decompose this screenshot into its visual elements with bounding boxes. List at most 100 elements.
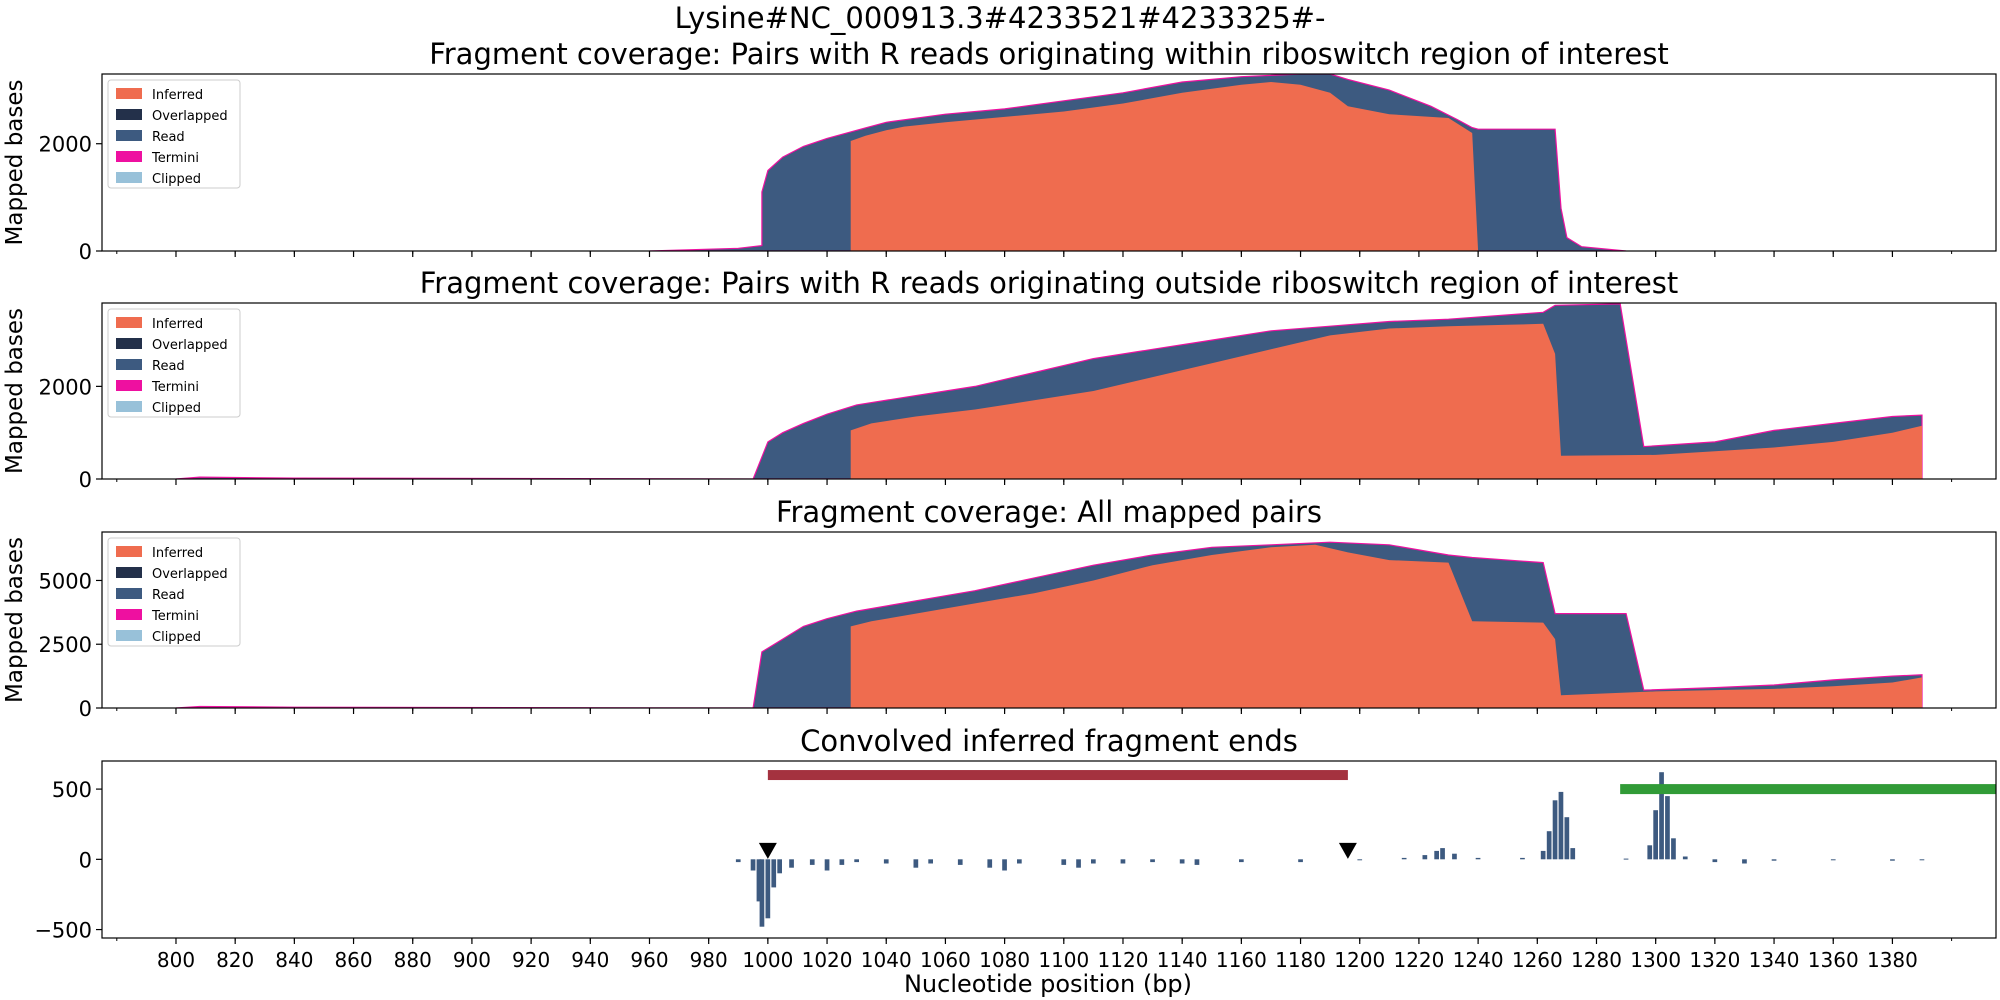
x-tick-label: 920 bbox=[512, 948, 550, 972]
bar bbox=[987, 859, 993, 868]
bar bbox=[1401, 857, 1407, 860]
legend-swatch bbox=[116, 380, 142, 391]
legend-label: Read bbox=[152, 130, 185, 145]
panel-title: Convolved inferred fragment ends bbox=[800, 724, 1298, 758]
axes-frame bbox=[101, 73, 1997, 252]
y-tick-label: 0 bbox=[79, 468, 92, 492]
region-bar-2 bbox=[1620, 784, 1996, 795]
bar bbox=[1239, 859, 1244, 863]
bar bbox=[1712, 859, 1718, 863]
y-tick-label: 0 bbox=[79, 240, 92, 264]
bar bbox=[1623, 858, 1629, 860]
x-tick-label: 1220 bbox=[1393, 948, 1444, 972]
series-inferred bbox=[850, 82, 1479, 251]
bar bbox=[1742, 859, 1747, 864]
x-tick-label: 1140 bbox=[1157, 948, 1208, 972]
panel-title: Fragment coverage: Pairs with R reads or… bbox=[429, 37, 1669, 71]
bar bbox=[913, 859, 919, 868]
y-tick-label: 5000 bbox=[39, 569, 92, 593]
x-tick-label: 1240 bbox=[1453, 948, 1504, 972]
bar bbox=[883, 859, 889, 864]
legend-swatch bbox=[116, 588, 142, 599]
y-tick-label: 0 bbox=[79, 848, 92, 872]
legend-swatch bbox=[116, 130, 142, 141]
legend-label: Clipped bbox=[152, 401, 201, 416]
bar bbox=[1452, 853, 1457, 860]
bar bbox=[1558, 791, 1564, 860]
panel-3: Fragment coverage: All mapped pairs 0 2500… bbox=[2, 495, 1997, 721]
x-tick-label: 1260 bbox=[1512, 948, 1563, 972]
x-tick-label: 880 bbox=[394, 948, 432, 972]
series-inferred bbox=[850, 323, 1923, 479]
x-tick-label: 1100 bbox=[1038, 948, 1089, 972]
y-tick-label: 2500 bbox=[39, 633, 92, 657]
bar bbox=[824, 859, 830, 871]
x-tick-label: 1300 bbox=[1630, 948, 1681, 972]
panel-2: Fragment coverage: Pairs with R reads or… bbox=[2, 266, 1997, 492]
bar bbox=[1653, 810, 1658, 860]
x-tick-label: 860 bbox=[334, 948, 372, 972]
legend-label: Read bbox=[152, 588, 185, 603]
bar bbox=[1552, 800, 1558, 860]
legend-swatch bbox=[116, 109, 142, 120]
bar bbox=[1919, 859, 1925, 861]
legend: Inferred Overlapped Read Termini Clipped bbox=[107, 308, 241, 418]
legend-label: Clipped bbox=[152, 172, 201, 187]
plot-area bbox=[175, 303, 1923, 479]
series-inferred bbox=[850, 544, 1923, 708]
bar bbox=[839, 859, 845, 865]
bar bbox=[1520, 857, 1525, 860]
marker-2 bbox=[1338, 842, 1357, 859]
legend-swatch bbox=[116, 630, 142, 641]
legend-swatch bbox=[116, 567, 142, 578]
x-tick-label: 1060 bbox=[920, 948, 971, 972]
marker-1 bbox=[758, 842, 777, 859]
panel-title: Fragment coverage: Pairs with R reads or… bbox=[420, 266, 1679, 300]
y-axis-label: Mapped bases bbox=[2, 537, 28, 703]
bar bbox=[1357, 859, 1363, 861]
bar bbox=[1665, 796, 1670, 860]
legend-swatch bbox=[116, 88, 142, 99]
bar bbox=[854, 859, 859, 863]
bar bbox=[750, 859, 756, 871]
bar bbox=[1017, 859, 1022, 864]
region-bar-1 bbox=[767, 770, 1348, 781]
bar bbox=[1091, 859, 1096, 864]
bar bbox=[1422, 855, 1428, 860]
y-axis-label: Mapped bases bbox=[2, 308, 28, 474]
bar bbox=[765, 859, 771, 919]
legend-swatch bbox=[116, 609, 142, 620]
bar bbox=[777, 859, 782, 874]
x-tick-label: 820 bbox=[216, 948, 254, 972]
x-tick-label: 1000 bbox=[742, 948, 793, 972]
axes-frame bbox=[101, 760, 1997, 939]
bar bbox=[1890, 859, 1895, 861]
y-tick-label: 500 bbox=[52, 778, 92, 802]
bar bbox=[1830, 859, 1836, 861]
x-tick-label: 960 bbox=[630, 948, 668, 972]
axes-frame bbox=[101, 531, 1997, 709]
bar bbox=[759, 859, 765, 927]
bar bbox=[735, 859, 741, 863]
legend-label: Overlapped bbox=[152, 338, 228, 353]
bar bbox=[1647, 845, 1653, 860]
legend-label: Inferred bbox=[152, 546, 203, 561]
x-tick-label: 900 bbox=[453, 948, 491, 972]
bar bbox=[957, 859, 963, 865]
figure-suptitle: Lysine#NC_000913.3#4233521#4233325#- bbox=[675, 1, 1326, 35]
legend-swatch bbox=[116, 546, 142, 557]
x-tick-label: 1360 bbox=[1808, 948, 1859, 972]
bar bbox=[1564, 817, 1570, 860]
y-tick-label: 2000 bbox=[39, 133, 92, 157]
x-tick-label: 1160 bbox=[1216, 948, 1267, 972]
x-tick-label: 940 bbox=[571, 948, 609, 972]
x-axis-label: Nucleotide position (bp) bbox=[904, 970, 1192, 998]
bar bbox=[1659, 772, 1664, 860]
x-tick-label: 1120 bbox=[1098, 948, 1149, 972]
panel-1: Fragment coverage: Pairs with R reads or… bbox=[2, 37, 1997, 264]
bar bbox=[928, 859, 933, 864]
bar bbox=[756, 859, 762, 902]
legend-label: Termini bbox=[151, 609, 199, 624]
y-tick-label: 2000 bbox=[39, 375, 92, 399]
